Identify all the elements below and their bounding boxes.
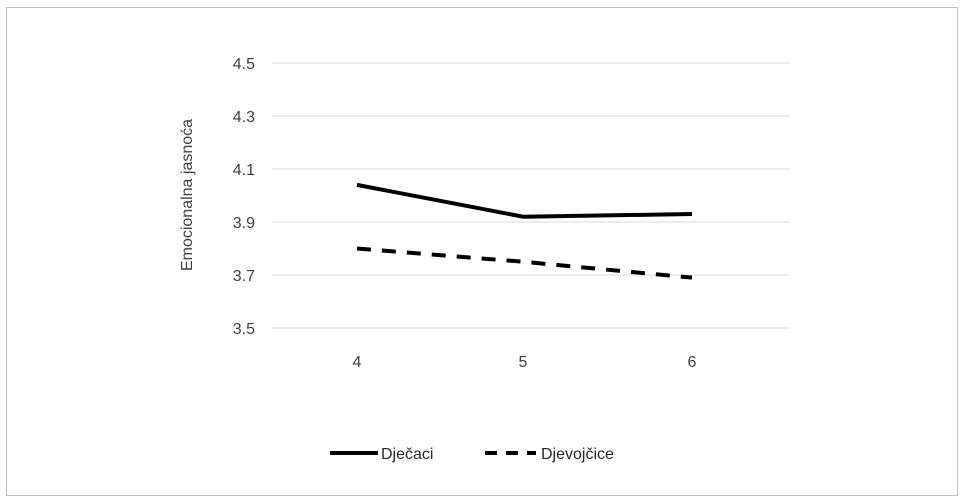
legend-label: Dječaci <box>381 446 433 463</box>
y-tick-label: 4.3 <box>233 109 255 126</box>
y-tick-label: 3.9 <box>233 215 255 232</box>
series-line-djevojcice <box>356 246 693 280</box>
y-tick-label: 3.5 <box>233 321 255 338</box>
data-series <box>356 182 693 280</box>
x-tick-label: 4 <box>353 354 362 371</box>
x-tick-label: 5 <box>519 354 528 371</box>
series-line-djecaci <box>356 182 693 219</box>
y-tick-labels: 3.5 3.7 3.9 4.1 4.3 4.5 <box>233 56 255 338</box>
gridlines <box>272 62 790 329</box>
y-tick-label: 4.5 <box>233 56 255 73</box>
chart-frame <box>6 7 958 496</box>
y-tick-label: 4.1 <box>233 162 255 179</box>
x-tick-label: 6 <box>688 354 697 371</box>
legend: Dječaci Djevojčice <box>330 446 614 463</box>
y-axis-label: Emocionalna jasnoća <box>179 119 196 271</box>
legend-label: Djevojčice <box>541 446 614 463</box>
y-tick-label: 3.7 <box>233 268 255 285</box>
x-tick-labels: 4 5 6 <box>353 354 697 371</box>
